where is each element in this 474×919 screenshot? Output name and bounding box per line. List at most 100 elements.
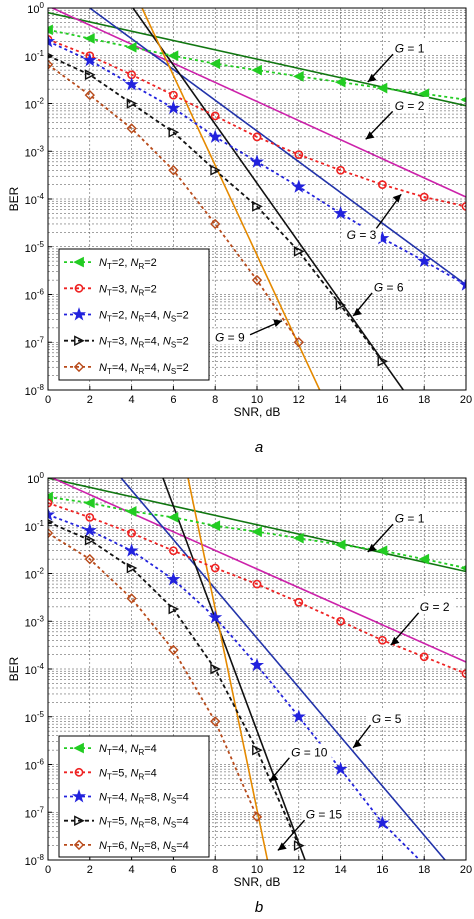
y-tick-label: 10-2 xyxy=(25,567,45,582)
data-point xyxy=(249,657,265,672)
data-point xyxy=(336,165,345,175)
data-point xyxy=(460,96,466,103)
annotation-arrowhead xyxy=(277,842,287,851)
data-point xyxy=(336,616,345,626)
annotation-arrowhead xyxy=(353,739,362,748)
legend-marker xyxy=(71,789,87,803)
x-tick-label: 4 xyxy=(129,394,135,406)
data-point xyxy=(251,274,263,286)
data-point xyxy=(209,520,221,532)
legend-entry: NT=3, NR=2 xyxy=(99,283,157,297)
chart-panel-a: 0 2 4 6 8 10 12 14 16 18 20 100 10-1 10-2 10-3 10-4 10-5… xyxy=(7,1,472,456)
asymptote-line-1 xyxy=(50,478,466,663)
data-point xyxy=(293,840,305,851)
data-point xyxy=(84,69,96,81)
legend-entry: NT=4, NR=4 xyxy=(99,743,157,757)
annotation-bg xyxy=(390,96,429,113)
data-point xyxy=(376,545,388,557)
asymptote-lines xyxy=(48,8,466,390)
data-point xyxy=(333,205,348,220)
data-point xyxy=(168,126,180,138)
legend-marker xyxy=(73,742,84,754)
y-axis-label: BER xyxy=(7,186,21,211)
legend-entry: NT=3, NR=4, NS=2 xyxy=(99,336,189,350)
data-point xyxy=(293,532,304,544)
legend-marker xyxy=(73,256,84,268)
data-point xyxy=(334,76,346,88)
x-tick-label: 14 xyxy=(334,394,346,406)
data-point xyxy=(377,355,389,367)
x-tick-label: 18 xyxy=(418,394,430,406)
annotation-bg xyxy=(367,710,406,727)
data-point xyxy=(126,562,138,574)
x-tick-label: 6 xyxy=(170,394,176,406)
y-tick-label: 10-4 xyxy=(25,192,45,207)
y-tick-label: 10-8 xyxy=(25,853,45,868)
series-line-3 xyxy=(48,521,300,846)
x-tick-label: 16 xyxy=(376,394,388,406)
x-tick-label: 12 xyxy=(293,394,305,406)
data-point xyxy=(48,59,54,70)
y-tick-label: 10-5 xyxy=(25,710,45,725)
x-tick-label: 10 xyxy=(251,394,263,406)
annotations: G = 1 G = 2 G = 5 G = 10 G = 15 xyxy=(269,509,454,851)
x-axis-label: SNR, dB xyxy=(234,405,281,419)
annotation-label: G = 6 xyxy=(374,280,404,294)
data-point xyxy=(293,71,304,82)
data-point xyxy=(126,123,137,134)
annotation-label: G = 2 xyxy=(420,600,450,614)
data-point xyxy=(418,553,430,565)
panel-label: a xyxy=(255,439,263,456)
data-point xyxy=(210,164,221,176)
data-point xyxy=(335,299,347,311)
legend-entry: NT=2, NR=4, NS=2 xyxy=(99,310,189,324)
annotation-arrowhead xyxy=(269,773,279,782)
annotation-arrowhead xyxy=(367,543,377,553)
y-tick-label: 10-2 xyxy=(25,97,45,112)
annotation-label: G = 10 xyxy=(291,746,328,760)
asymptote-line-0 xyxy=(48,478,466,573)
x-tick-label: 18 xyxy=(418,864,430,876)
legend-entry: NT=5, NR=8, NS=4 xyxy=(99,816,189,830)
data-point xyxy=(210,716,221,727)
legend-marker xyxy=(74,283,84,293)
legend: NT=2, NR=2 NT=3, NR=2 NT=2, NR=4, NS=2 NT=3… xyxy=(58,248,210,381)
annotation-label: G = 5 xyxy=(372,712,402,726)
asymptote-line-2 xyxy=(120,478,446,860)
data-point xyxy=(252,201,263,212)
legend: NT=4, NR=4 NT=5, NR=4 NT=4, NR=8, NS=4 NT=5… xyxy=(58,735,210,858)
annotation-bg xyxy=(415,597,454,614)
data-point xyxy=(124,77,139,91)
x-axis-label: SNR, dB xyxy=(234,875,281,889)
x-tick-label: 0 xyxy=(45,864,51,876)
data-point xyxy=(168,546,178,556)
data-point xyxy=(48,507,56,521)
legend-entry: NT=4, NR=8, NS=4 xyxy=(99,792,189,806)
data-point xyxy=(124,543,139,557)
asymptote-line-4 xyxy=(141,8,321,390)
data-point xyxy=(251,64,262,76)
annotation-label: G = 1 xyxy=(395,512,425,526)
annotation-bg xyxy=(390,509,429,526)
data-point xyxy=(84,497,95,509)
annotation-arrowhead xyxy=(365,131,375,140)
data-point xyxy=(208,129,223,143)
legend-entry: NT=4, NR=4, NS=2 xyxy=(99,362,189,376)
series-line-1 xyxy=(48,38,466,208)
data-point xyxy=(82,522,97,537)
annotation-bg xyxy=(301,805,347,822)
data-point xyxy=(252,132,262,142)
data-point xyxy=(82,52,97,67)
y-tick-label: 10-3 xyxy=(25,144,45,159)
data-point xyxy=(210,663,221,675)
y-tick-label: 10-6 xyxy=(25,758,45,773)
x-tick-label: 12 xyxy=(293,864,305,876)
data-point xyxy=(208,610,223,624)
data-point xyxy=(166,100,181,115)
data-point xyxy=(126,98,138,109)
annotation-label: G = 9 xyxy=(215,330,245,344)
data-point xyxy=(167,50,179,62)
data-point xyxy=(252,579,262,589)
legend-marker xyxy=(73,839,85,851)
annotation-bg xyxy=(390,39,429,56)
